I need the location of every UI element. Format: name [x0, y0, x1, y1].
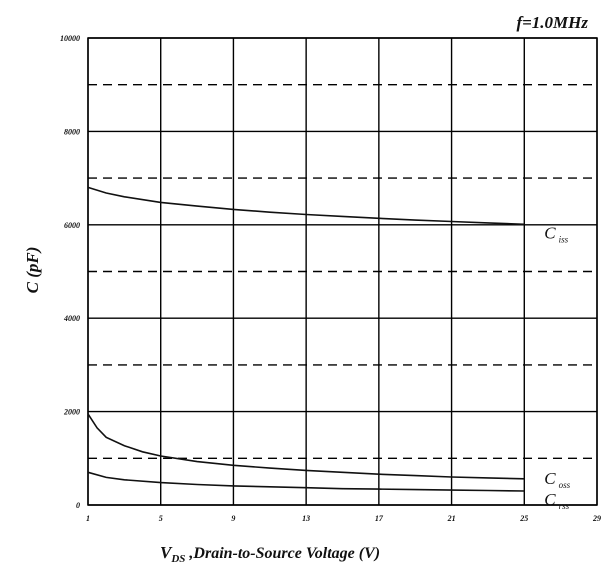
- series-line-oss: [87, 413, 525, 480]
- x-tick-label: 5: [159, 514, 163, 523]
- x-tick-label: 29: [592, 514, 601, 523]
- series-lines: [87, 186, 525, 492]
- series-line-rss: [87, 471, 525, 492]
- x-tick-label: 1: [86, 514, 90, 523]
- y-tick-label: 6000: [64, 221, 80, 230]
- x-tick-label: 21: [447, 514, 456, 523]
- y-tick-label: 8000: [64, 127, 80, 136]
- x-axis-label-sub: DS: [170, 553, 185, 565]
- x-tick-label: 25: [519, 514, 528, 523]
- x-tick-labels: 1 5 9 13 17 21 25 29: [86, 514, 601, 523]
- x-tick-label: 17: [375, 514, 384, 523]
- y-tick-labels: 0 2000 4000 6000 8000 10000: [60, 34, 80, 510]
- y-axis-label: C (pF): [23, 247, 42, 294]
- y-tick-label: 4000: [63, 314, 80, 323]
- grid: [87, 37, 598, 506]
- y-tick-label: 10000: [60, 34, 80, 43]
- x-axis-label: VDS ,Drain-to-Source Voltage (V): [160, 543, 380, 565]
- chart-title: f=1.0MHz: [516, 13, 588, 32]
- x-tick-label: 9: [231, 514, 235, 523]
- y-tick-label: 0: [76, 501, 80, 510]
- series-line-iss: [87, 186, 525, 226]
- x-axis-label-main: V: [160, 543, 173, 562]
- y-tick-label: 2000: [63, 408, 80, 417]
- x-tick-label: 13: [302, 514, 310, 523]
- x-axis-label-rest: ,Drain-to-Source Voltage (V): [185, 545, 380, 562]
